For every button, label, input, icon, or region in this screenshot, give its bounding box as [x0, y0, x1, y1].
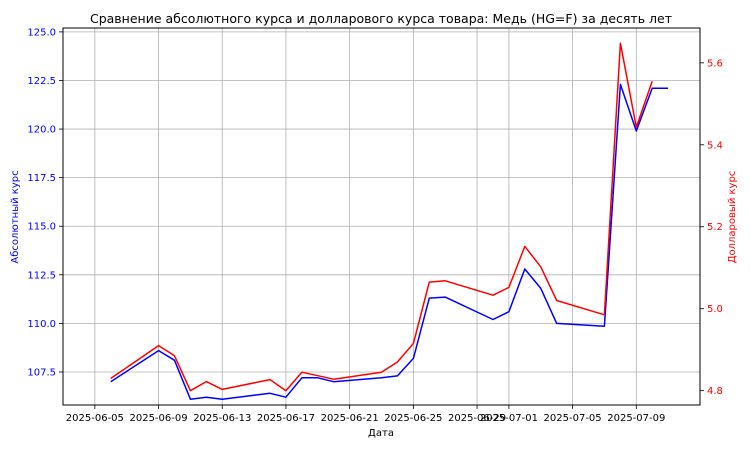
y-right-tick-label: 5.4	[707, 140, 723, 151]
x-tick-label: 2025-06-17	[257, 413, 315, 424]
y-right-tick-label: 4.8	[707, 386, 723, 397]
plot-frame	[62, 27, 701, 406]
y-left-tick-label: 112.5	[27, 270, 56, 281]
y-left-tick-label: 125.0	[27, 27, 56, 38]
x-tick-label: 2025-07-09	[607, 413, 665, 424]
y-axis-right: 4.8 5.0 5.2 5.4 5.6	[700, 58, 723, 397]
y-axis-left: 107.5 110.0 112.5 115.0 117.5 120.0 122.5 125.0	[27, 27, 63, 378]
y-right-tick-label: 5.0	[707, 304, 723, 315]
y-left-tick-label: 117.5	[27, 173, 56, 184]
series-line-left	[110, 83, 669, 400]
y-right-tick-label: 5.2	[707, 222, 723, 233]
y-axis-left-label: Абсолютный курс	[10, 170, 21, 263]
series-lines	[110, 42, 669, 400]
x-tick-label: 2025-06-21	[321, 413, 379, 424]
x-tick-label: 2025-07-05	[544, 413, 602, 424]
y-left-tick-label: 115.0	[27, 222, 56, 233]
x-axis: 2025-06-05 2025-06-09 2025-06-13 2025-06-17…	[66, 405, 665, 424]
y-left-tick-label: 122.5	[27, 76, 56, 87]
y-left-tick-label: 107.5	[27, 367, 56, 378]
y-right-tick-label: 5.6	[707, 58, 723, 69]
y-left-tick-label: 120.0	[27, 125, 56, 136]
x-tick-label: 2025-06-25	[384, 413, 442, 424]
x-tick-label: 2025-06-05	[66, 413, 124, 424]
y-left-tick-label: 110.0	[27, 319, 56, 330]
x-tick-label: 2025-06-29	[448, 413, 506, 424]
grid	[63, 28, 700, 405]
series-line-right	[110, 42, 653, 392]
y-axis-right-label: Долларовый курс	[727, 171, 738, 264]
chart-title: Сравнение абсолютного курса и долларовог…	[90, 11, 672, 26]
x-axis-label: Дата	[368, 428, 394, 439]
x-tick-label: 2025-06-09	[129, 413, 187, 424]
x-tick-label: 2025-06-13	[193, 413, 251, 424]
x-tick-label: 2025-07-01	[480, 413, 538, 424]
